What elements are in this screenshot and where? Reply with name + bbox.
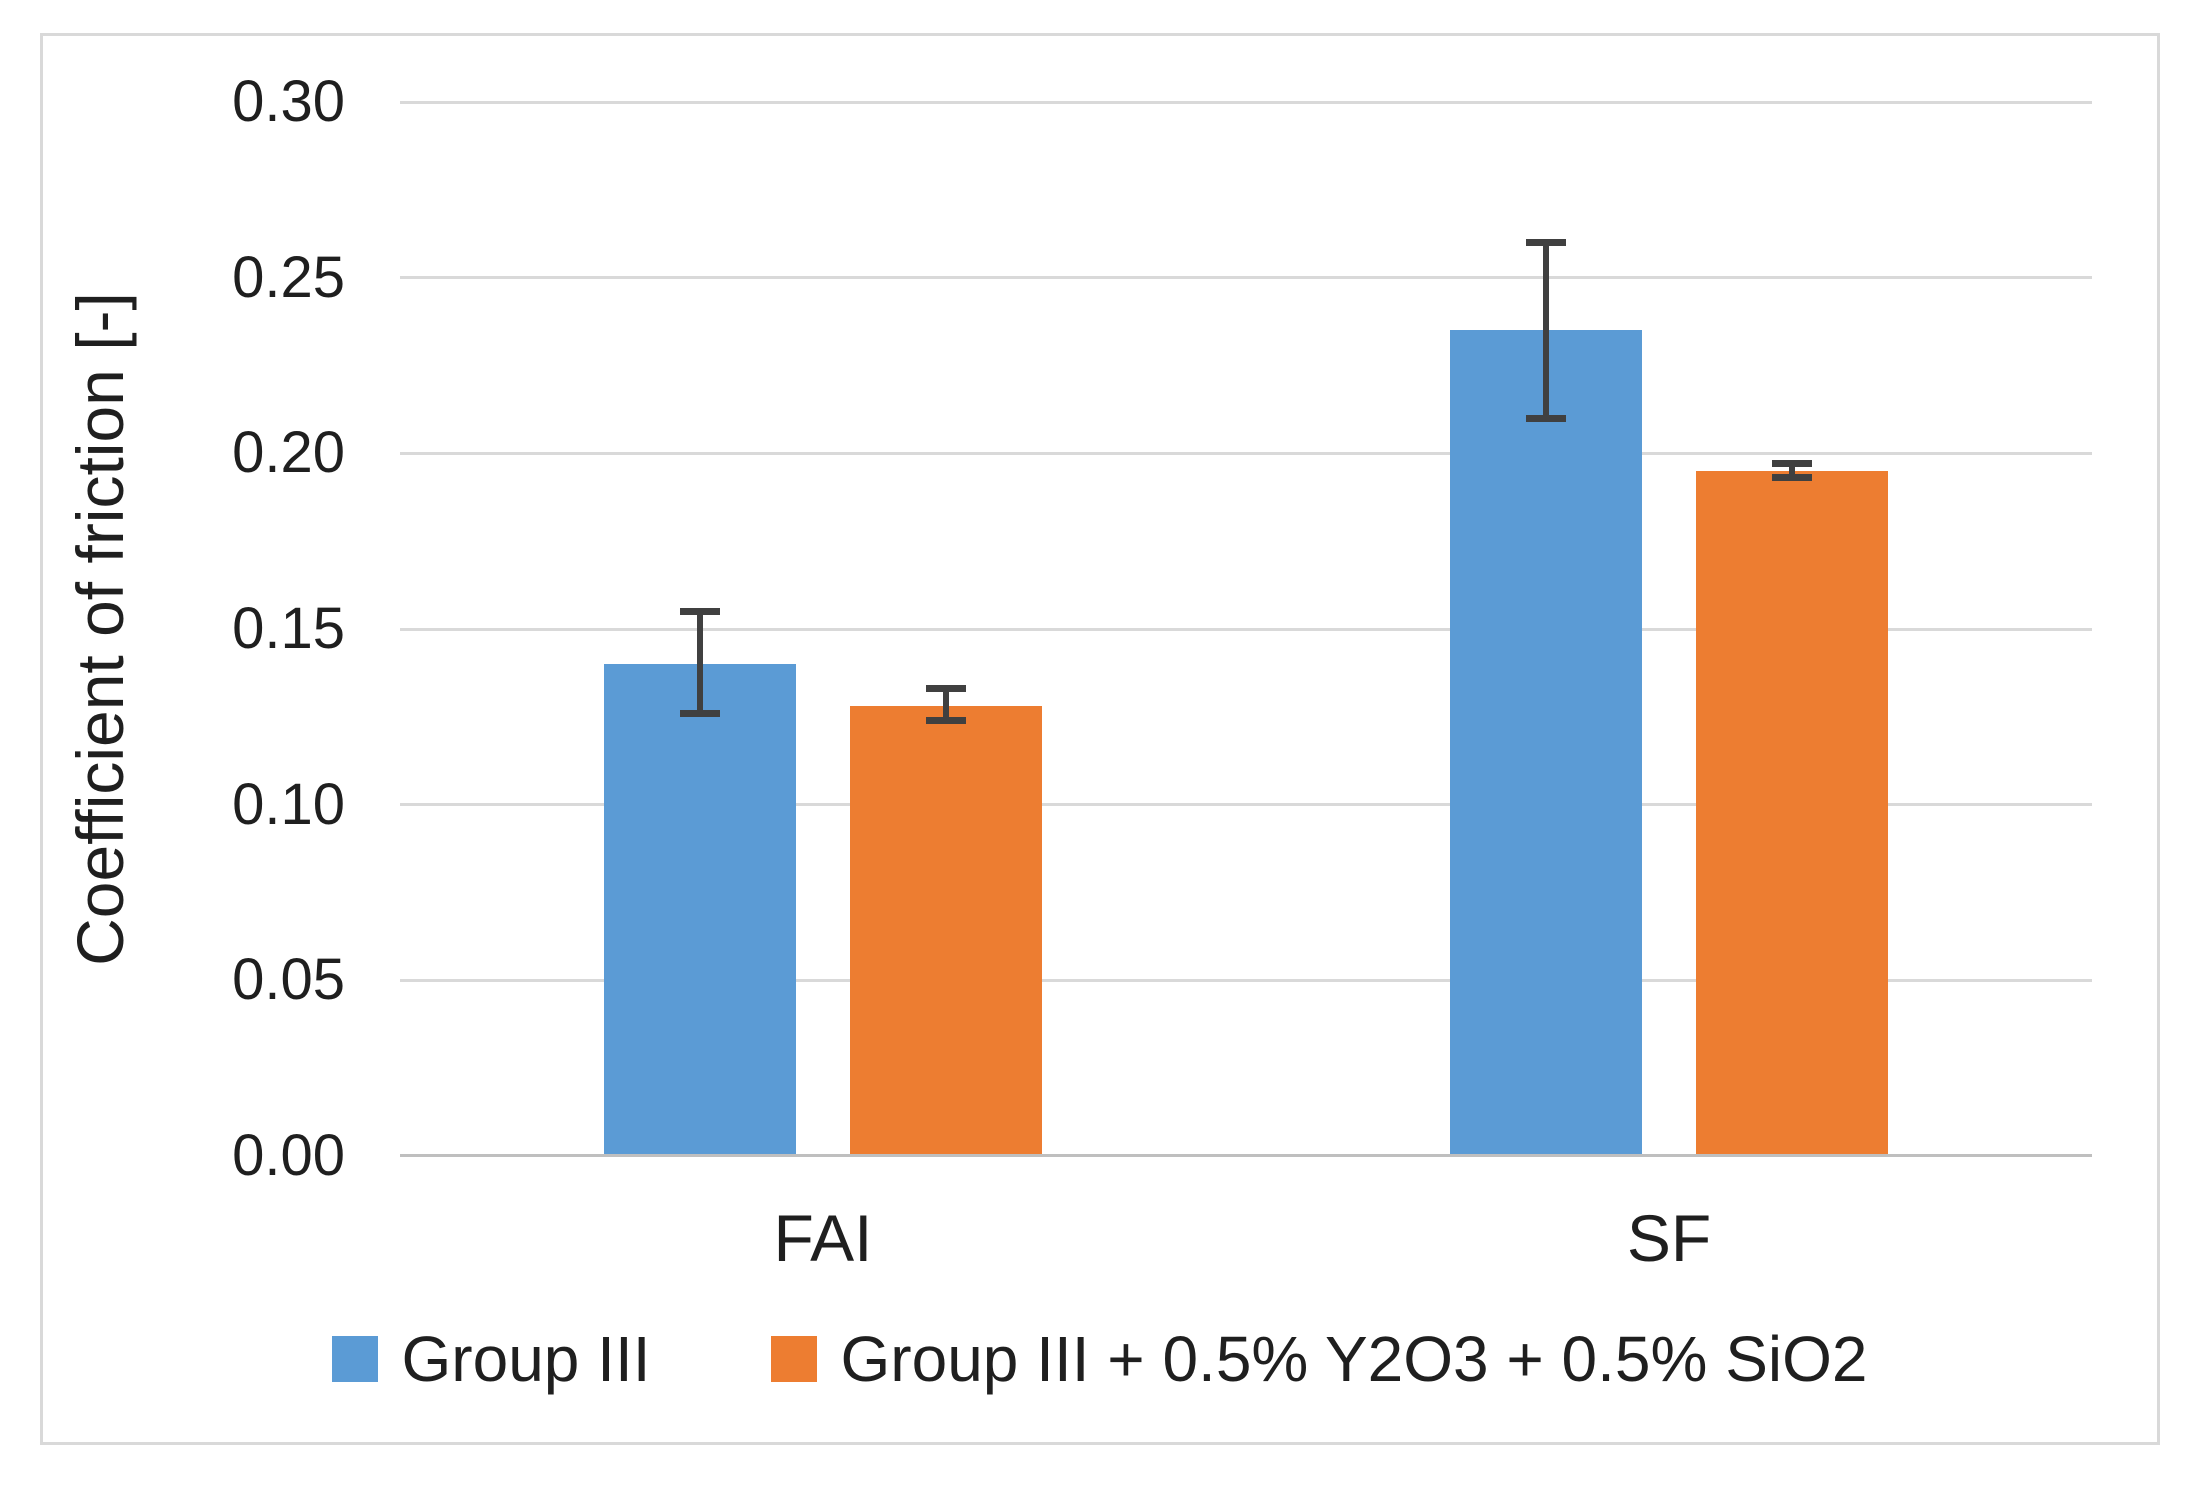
gridline: [400, 276, 2092, 280]
y-tick-label: 0.00: [232, 1123, 345, 1188]
error-bar-cap: [1772, 460, 1812, 468]
bar: [1450, 330, 1642, 1156]
error-bar-cap: [926, 716, 966, 724]
error-bar-cap: [1526, 414, 1566, 422]
y-tick-label: 0.25: [232, 244, 345, 310]
bar: [850, 706, 1042, 1156]
bar: [1696, 470, 1888, 1156]
bar: [604, 664, 796, 1156]
legend-label: Group III + 0.5% Y2O3 + 0.5% SiO2: [840, 1323, 1868, 1395]
gridline: [400, 627, 2092, 631]
gridline: [400, 451, 2092, 455]
error-bar-line: [697, 611, 703, 714]
error-bar-line: [1543, 242, 1549, 419]
y-tick-label: 0.10: [232, 771, 345, 837]
category-label: FAI: [773, 1201, 873, 1275]
legend-swatch: [331, 1336, 378, 1382]
gridline: [400, 803, 2092, 807]
y-tick-label: 0.15: [232, 596, 345, 661]
error-bar-cap: [926, 685, 966, 693]
error-bar-cap: [680, 709, 720, 717]
y-tick-label: 0.20: [232, 420, 345, 486]
legend-label: Group III: [401, 1323, 651, 1395]
y-axis-title: Coefficient of friction [-]: [63, 292, 137, 966]
error-bar-cap: [1526, 239, 1566, 247]
category-label: SF: [1626, 1201, 1712, 1275]
gridline: [400, 978, 2092, 982]
error-bar-line: [943, 688, 949, 721]
gridline: [400, 100, 2092, 104]
y-tick-label: 0.30: [232, 69, 345, 134]
y-tick-label: 0.05: [232, 947, 345, 1013]
error-bar-line: [1789, 463, 1795, 478]
legend-swatch: [770, 1336, 817, 1382]
x-axis-line: [400, 1154, 2092, 1157]
legend: Group III Group III + 0.5% Y2O3 + 0.5% Si…: [0, 1322, 2199, 1396]
legend-item: Group III + 0.5% Y2O3 + 0.5% SiO2: [770, 1322, 1868, 1396]
error-bar-cap: [1772, 474, 1812, 482]
legend-item: Group III: [331, 1322, 651, 1396]
plot-area: [400, 100, 2092, 1157]
error-bar-cap: [680, 607, 720, 615]
